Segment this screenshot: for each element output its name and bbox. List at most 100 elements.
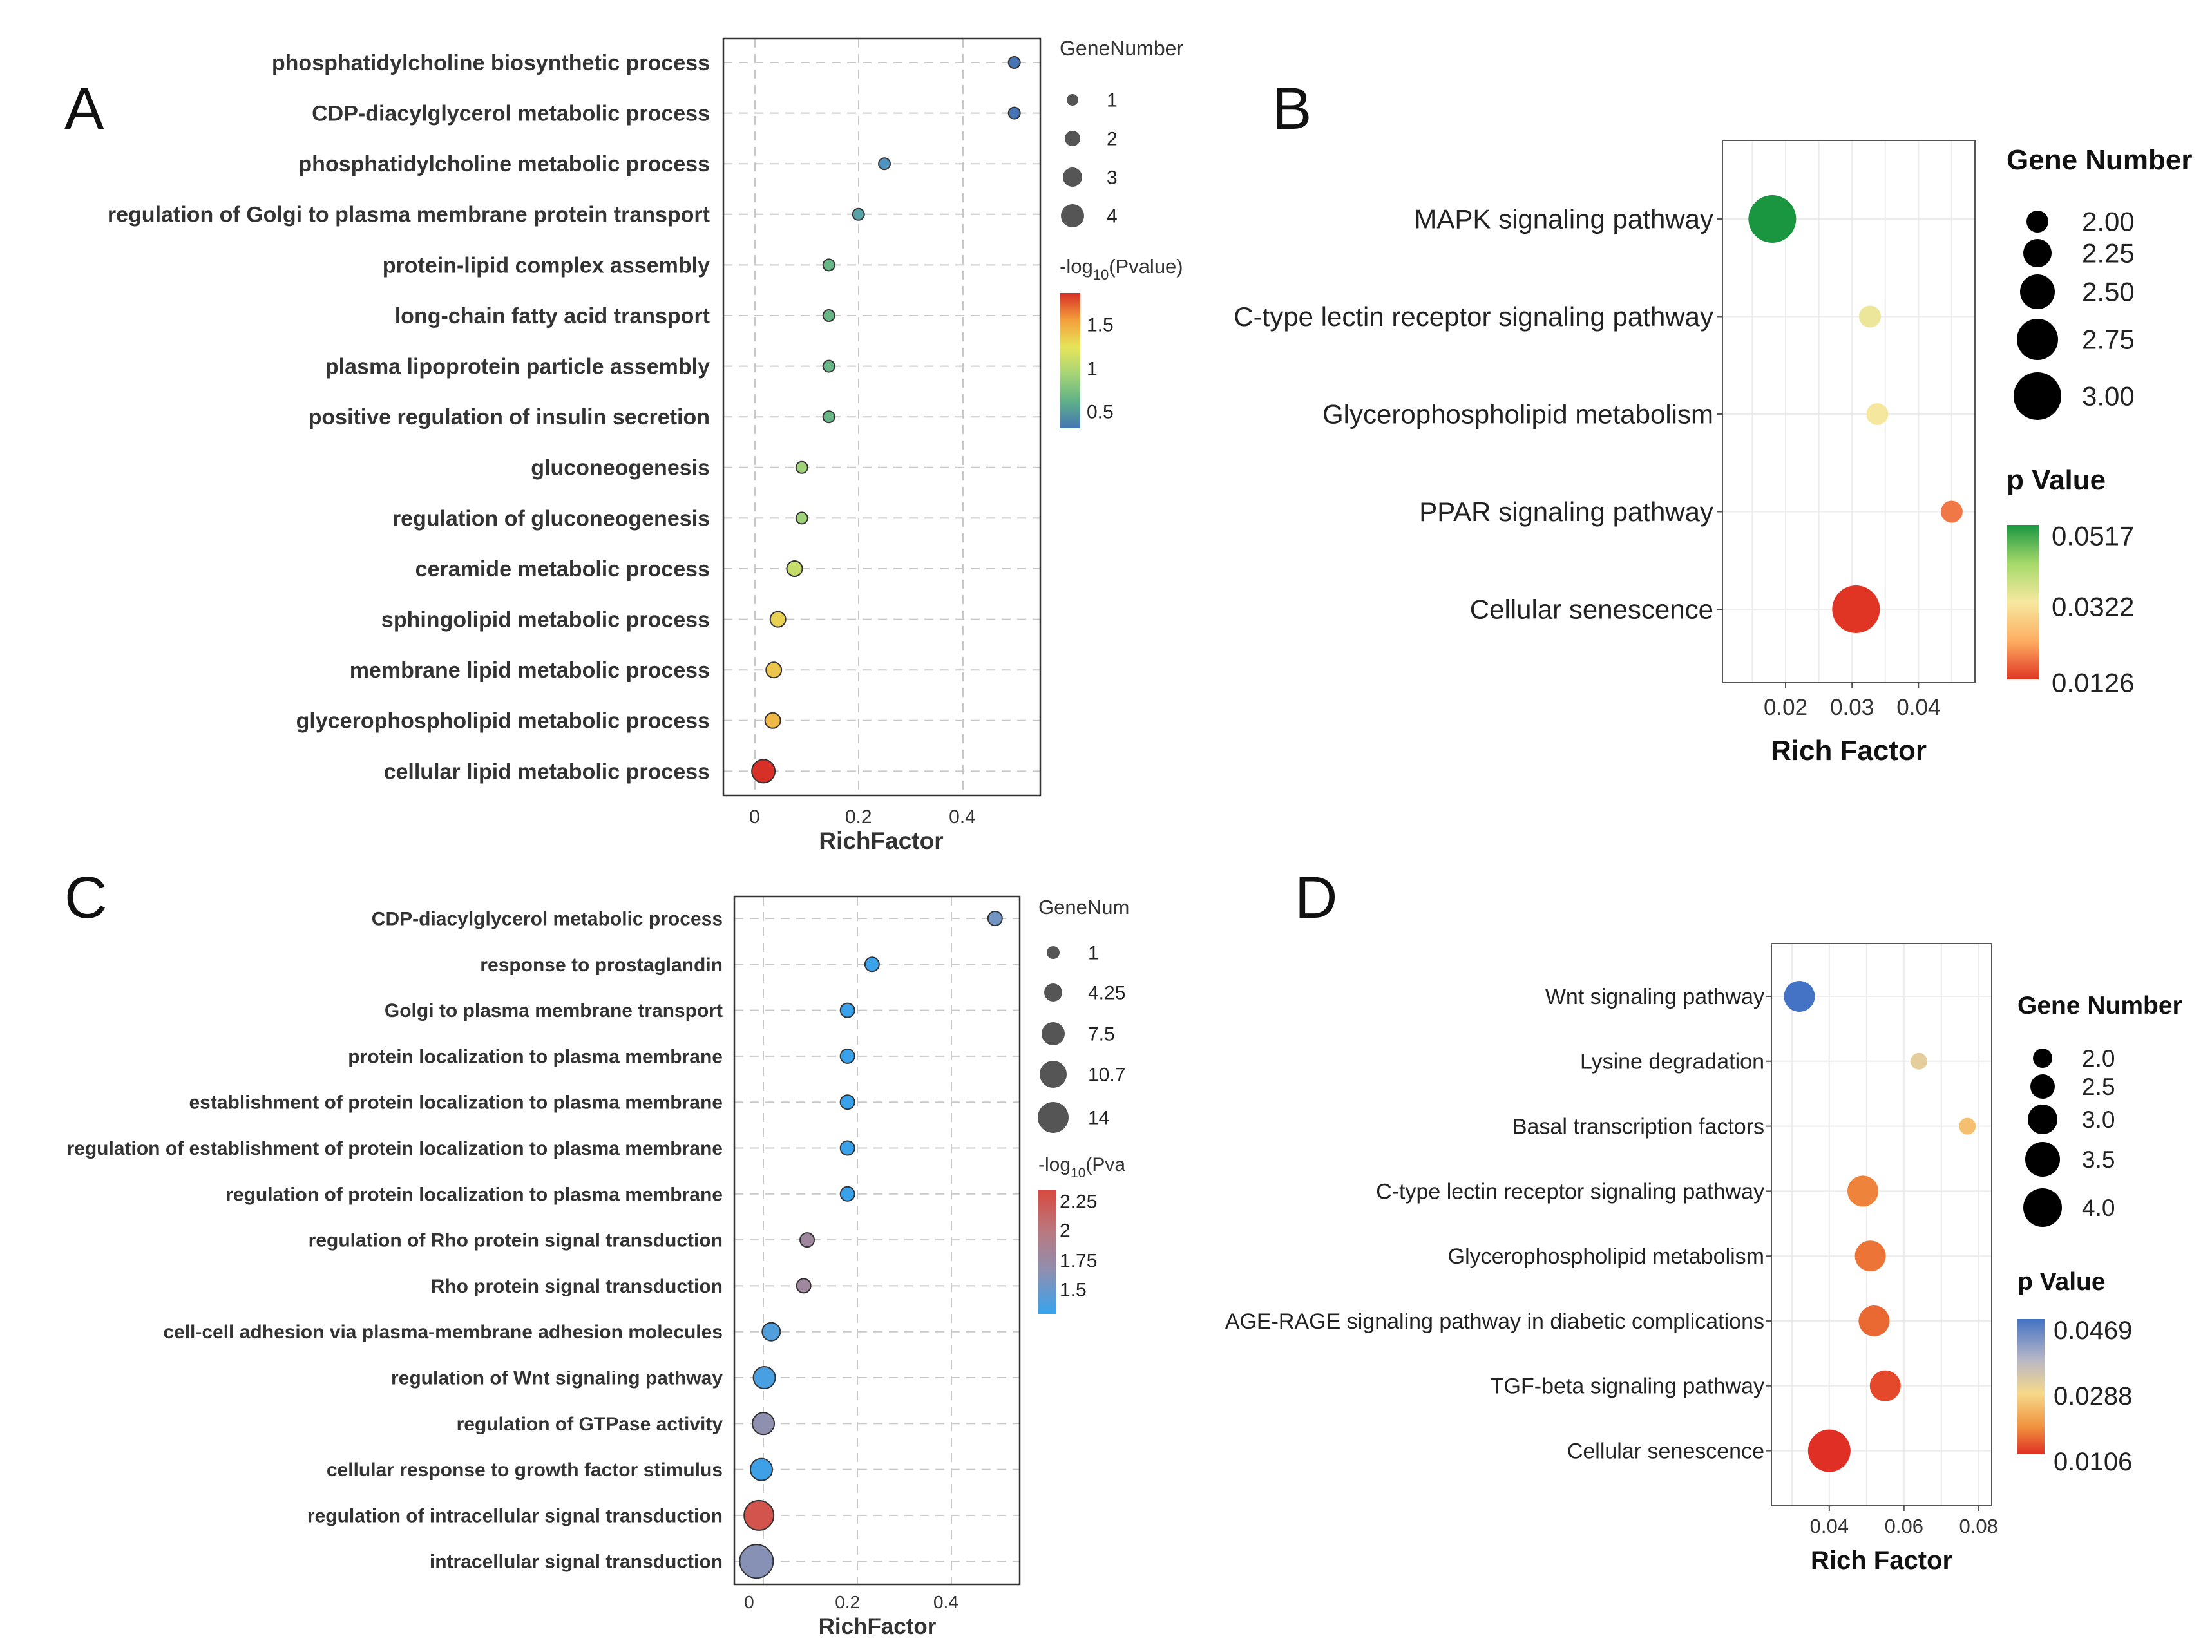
panel-c-point <box>739 1544 774 1579</box>
panel-b-x-axis-label: Rich Factor <box>1771 735 1927 766</box>
panel-c: C CDP-diacylglycerol metabolic process re… <box>64 865 1129 1639</box>
panel-d-x-ticks: 0.04 0.06 0.08 <box>1810 1506 1998 1537</box>
panel-a-category-label: phosphatidylcholine metabolic process <box>298 152 710 176</box>
panel-a-size-legend-label: 4 <box>1107 206 1118 227</box>
panel-c-point <box>839 1140 855 1156</box>
panel-a-category-label: ceramide metabolic process <box>415 557 710 582</box>
panel-a-point <box>795 460 808 474</box>
panel-b-color-legend-title: p Value <box>2007 464 2106 496</box>
panel-a-size-legend-dot <box>1067 94 1078 106</box>
panel-b-x-tick-label: 0.03 <box>1830 695 1874 720</box>
panel-c-size-legend-label: 7.5 <box>1088 1024 1115 1045</box>
panel-a-color-legend: -log10(Pvalue) 1.5 1 0.5 <box>1060 255 1183 428</box>
panel-a-point <box>1007 106 1021 120</box>
panel-d-point <box>1784 981 1815 1012</box>
panel-d-category-label: Glycerophospholipid metabolism <box>1448 1244 1764 1269</box>
panel-a-size-legend: GeneNumber 1 2 3 4 <box>1060 37 1183 227</box>
panel-c-colorbar <box>1038 1190 1056 1314</box>
panel-a-x-tick-label: 0.2 <box>845 806 872 828</box>
panel-a-plot-border <box>722 37 1042 797</box>
panel-d-category-label: Wnt signaling pathway <box>1545 985 1764 1009</box>
panel-d-size-legend-label: 3.5 <box>2082 1146 2115 1173</box>
panel-c-point <box>987 911 1003 926</box>
panel-c-size-legend: GeneNum 1 4.25 7.5 10.7 14 <box>1038 896 1129 1133</box>
panel-b-size-legend-dot <box>2020 274 2055 309</box>
panel-b-size-legend-dot <box>2023 239 2052 267</box>
panel-a-x-tick-label: 0.4 <box>949 806 976 828</box>
panel-a-color-legend-label: 0.5 <box>1087 402 1114 423</box>
panel-d-size-legend-title: Gene Number <box>2017 992 2182 1020</box>
panel-a-category-label: glycerophospholipid metabolic process <box>296 709 710 734</box>
panel-d-category-label: C-type lectin receptor signaling pathway <box>1376 1179 1764 1204</box>
panel-d-point <box>1959 1117 1976 1135</box>
panel-c-color-legend-title: -log10(Pva <box>1038 1154 1125 1181</box>
panel-c-x-ticks: 0 0.2 0.4 <box>744 1592 958 1612</box>
panel-c-size-legend-title: GeneNum <box>1038 896 1129 918</box>
panel-d-category-label: Basal transcription factors <box>1512 1115 1764 1139</box>
panel-a-category-label: regulation of Golgi to plasma membrane p… <box>108 203 710 227</box>
panel-c-point <box>761 1322 781 1342</box>
panel-d-color-legend-title: p Value <box>2017 1268 2106 1296</box>
panel-c-category-label: response to prostaglandin <box>480 954 723 976</box>
panel-d-size-legend-label: 4.0 <box>2082 1195 2115 1221</box>
panel-d-x-tick-label: 0.08 <box>1959 1515 1998 1537</box>
panel-c-color-legend: -log10(Pva 2.25 2 1.75 1.5 <box>1038 1154 1125 1314</box>
panel-a-category-label: cellular lipid metabolic process <box>384 759 710 784</box>
panel-c-rows: CDP-diacylglycerol metabolic process resp… <box>67 909 1020 1579</box>
panel-c-category-label: cell-cell adhesion via plasma-membrane a… <box>163 1322 723 1343</box>
panel-c-category-label: regulation of establishment of protein l… <box>67 1138 723 1159</box>
panel-c-category-label: Golgi to plasma membrane transport <box>385 1000 723 1021</box>
panel-c-x-tick-label: 0.2 <box>835 1592 860 1612</box>
panel-c-size-legend-dot <box>1040 1061 1067 1088</box>
panel-d-size-legend-label: 2.0 <box>2082 1045 2115 1072</box>
panel-c-category-label: regulation of protein localization to pl… <box>225 1184 723 1205</box>
panel-d-point <box>1847 1175 1879 1207</box>
panel-a-category-label: long-chain fatty acid transport <box>395 304 710 328</box>
panel-a-point <box>1007 56 1021 69</box>
panel-a-category-label: regulation of gluconeogenesis <box>392 506 710 531</box>
panel-a-colorbar <box>1060 293 1080 428</box>
panel-c-x-tick-label: 0 <box>744 1592 754 1612</box>
panel-c-x-axis-label: RichFactor <box>819 1614 937 1639</box>
panel-b-category-label: PPAR signaling pathway <box>1419 497 1713 527</box>
panel-d-x-tick-label: 0.04 <box>1810 1515 1849 1537</box>
panel-c-point <box>839 1002 855 1018</box>
panel-a-size-legend-label: 3 <box>1107 167 1118 189</box>
panel-b-size-legend-label: 2.75 <box>2082 325 2135 355</box>
panel-a-category-label: positive regulation of insulin secretion <box>309 405 710 430</box>
panel-c-size-legend-dot <box>1044 983 1062 1002</box>
panel-b-size-legend-title: Gene Number <box>2007 144 2193 176</box>
panel-d: D Wnt signaling pathway Lysine degradatio… <box>1225 865 2182 1575</box>
panel-c-category-label: establishment of protein localization to… <box>189 1092 723 1114</box>
panel-a-color-legend-label: 1.5 <box>1087 315 1114 336</box>
panel-b-color-legend: p Value 0.0517 0.0322 0.0126 <box>2007 464 2134 698</box>
panel-d-size-legend-label: 2.5 <box>2082 1074 2115 1100</box>
panel-c-size-legend-label: 1 <box>1088 943 1099 964</box>
panel-a-point <box>822 309 835 322</box>
panel-b-point <box>1866 403 1889 425</box>
panel-b: B MAPK signaling pathway C-type lectin re… <box>1234 76 2192 766</box>
panel-c-size-legend-dot <box>1038 1102 1069 1133</box>
panel-a-x-axis-label: RichFactor <box>819 828 943 854</box>
panel-b-size-legend: Gene Number 2.002.25 2.50 2.75 3.00 <box>2007 144 2193 420</box>
panel-d-size-legend-dot <box>2033 1049 2052 1068</box>
panel-d-category-label: AGE-RAGE signaling pathway in diabetic c… <box>1225 1309 1764 1334</box>
panel-a-point <box>795 511 808 525</box>
panel-a-category-label: protein-lipid complex assembly <box>383 253 710 278</box>
panel-a-point <box>765 661 783 679</box>
panel-a-rows: phosphatidylcholine biosynthetic process… <box>108 51 1040 784</box>
panel-a-point <box>786 560 803 577</box>
panel-b-letter: B <box>1272 76 1311 142</box>
panel-b-size-legend-label: 2.00 <box>2082 207 2135 237</box>
panel-c-category-label: regulation of intracellular signal trans… <box>307 1505 723 1526</box>
panel-a-point <box>764 712 781 729</box>
panel-d-colorbar <box>2017 1319 2045 1454</box>
panel-d-point <box>1910 1052 1927 1070</box>
panel-d-size-legend-dot <box>2023 1188 2062 1227</box>
panel-a-point <box>822 258 835 272</box>
panel-a-size-legend-title: GeneNumber <box>1060 37 1183 60</box>
panel-a-letter: A <box>64 76 104 142</box>
panel-c-size-legend-label: 10.7 <box>1088 1065 1125 1086</box>
panel-b-rows: MAPK signaling pathway C-type lectin rece… <box>1234 195 1963 633</box>
